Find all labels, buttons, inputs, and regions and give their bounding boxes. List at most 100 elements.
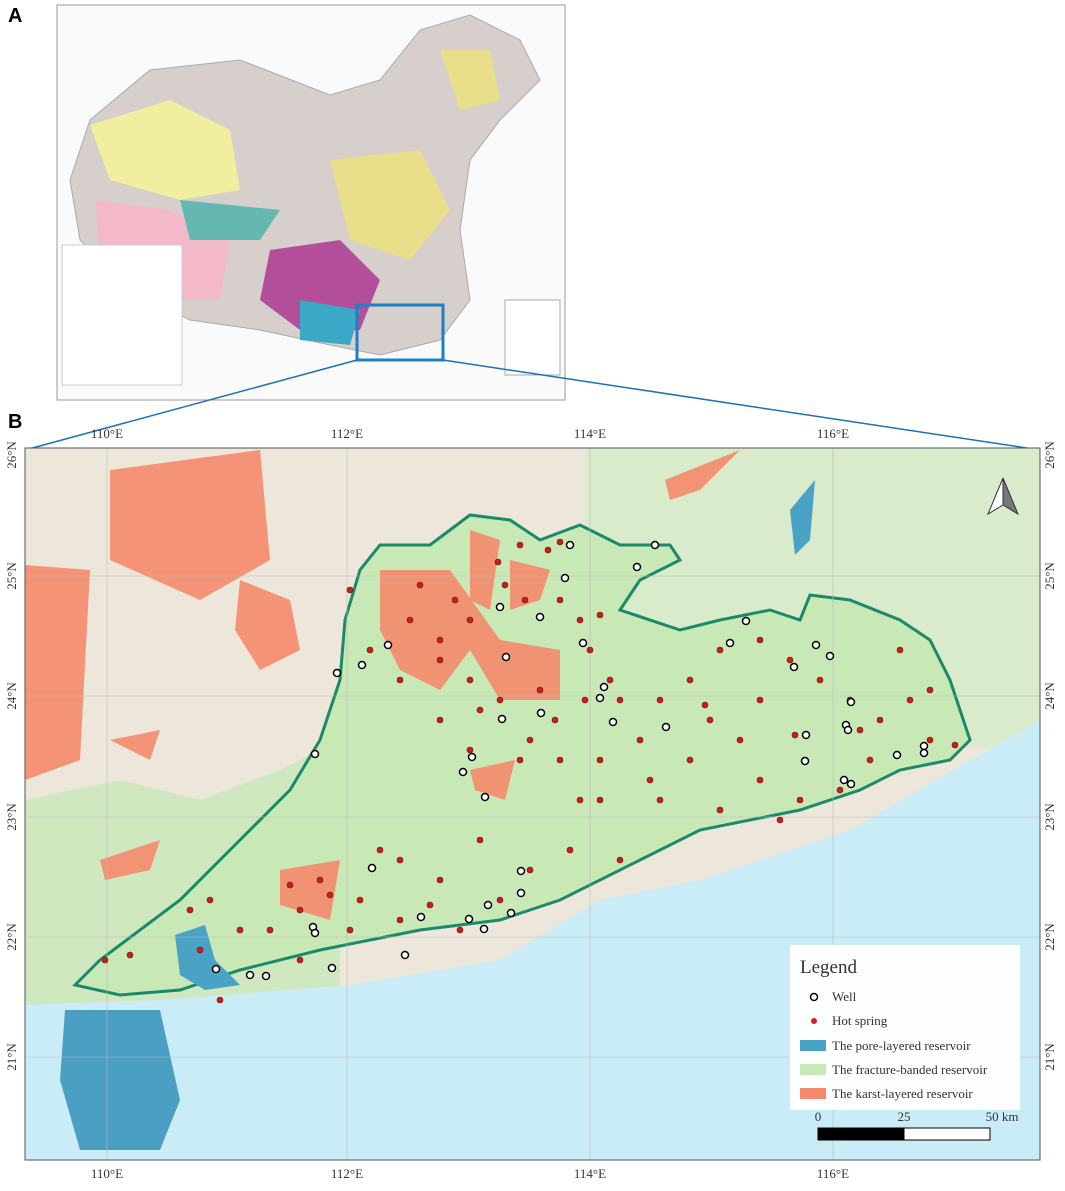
north-arrow	[986, 477, 1020, 516]
well	[846, 779, 856, 789]
hot-spring	[216, 996, 224, 1004]
hot-spring	[266, 926, 274, 934]
longitude-label: 112°E	[331, 426, 363, 441]
well	[501, 652, 511, 662]
hot-spring	[596, 796, 604, 804]
hot-spring	[501, 581, 509, 589]
well	[741, 616, 751, 626]
hot-spring	[646, 776, 654, 784]
hot-spring	[516, 541, 524, 549]
well	[578, 638, 588, 648]
hot-spring	[396, 916, 404, 924]
well	[506, 908, 516, 918]
hot-spring	[466, 746, 474, 754]
hot-spring	[776, 816, 784, 824]
well	[599, 682, 609, 692]
latitude-label: 26°N	[1042, 441, 1057, 469]
longitude-label: 114°E	[574, 426, 606, 441]
well	[383, 640, 393, 650]
latitude-label: 24°N	[4, 682, 19, 710]
well	[245, 970, 255, 980]
well	[483, 900, 493, 910]
longitude-label: 112°E	[331, 1166, 363, 1181]
hot-spring	[716, 646, 724, 654]
hot-spring	[396, 856, 404, 864]
hot-spring	[494, 558, 502, 566]
well	[565, 540, 575, 550]
hot-spring	[586, 646, 594, 654]
hot-spring	[636, 736, 644, 744]
well	[516, 888, 526, 898]
hot-spring	[396, 676, 404, 684]
hot-spring	[326, 891, 334, 899]
hot-spring	[186, 906, 194, 914]
well	[367, 863, 377, 873]
well	[327, 963, 337, 973]
hot-spring	[456, 926, 464, 934]
longitude-label: 116°E	[817, 1166, 849, 1181]
zoom-line	[442, 359, 1041, 451]
hot-spring	[476, 836, 484, 844]
hot-spring	[566, 846, 574, 854]
hot-spring	[606, 676, 614, 684]
well	[357, 660, 367, 670]
hot-spring	[896, 646, 904, 654]
hot-spring	[416, 581, 424, 589]
hot-spring	[756, 636, 764, 644]
zoom-line	[24, 359, 358, 451]
hot-spring	[686, 676, 694, 684]
hot-spring	[436, 876, 444, 884]
well	[650, 540, 660, 550]
well	[595, 693, 605, 703]
well	[310, 749, 320, 759]
hot-spring	[791, 731, 799, 739]
hot-spring	[556, 538, 564, 546]
well	[261, 971, 271, 981]
hot-spring	[196, 946, 204, 954]
hot-spring	[536, 686, 544, 694]
hot-spring	[856, 726, 864, 734]
hot-spring	[716, 806, 724, 814]
latitude-label: 23°N	[1042, 803, 1057, 831]
latitude-label: 21°N	[4, 1043, 19, 1071]
hot-spring	[426, 901, 434, 909]
legend-title: Legend	[800, 957, 857, 978]
detail-map	[25, 448, 1040, 1160]
hot-spring	[706, 716, 714, 724]
scale-bar: 0 25 50 km	[815, 1109, 1018, 1141]
well	[467, 752, 477, 762]
hot-spring	[551, 716, 559, 724]
well	[892, 750, 902, 760]
hot-spring	[596, 611, 604, 619]
hot-spring	[496, 696, 504, 704]
well	[846, 697, 856, 707]
hot-spring	[616, 696, 624, 704]
hot-spring	[346, 926, 354, 934]
legend-item: The pore-layered reservoir	[832, 1038, 971, 1053]
longitude-label: 110°E	[91, 1166, 123, 1181]
hot-spring	[816, 676, 824, 684]
hot-spring	[206, 896, 214, 904]
latitude-label: 23°N	[4, 803, 19, 831]
latitude-label: 24°N	[1042, 682, 1057, 710]
latitude-label: 26°N	[4, 441, 19, 469]
hot-spring	[526, 866, 534, 874]
hot-spring	[796, 796, 804, 804]
hot-spring	[581, 696, 589, 704]
hot-spring	[466, 616, 474, 624]
hot-spring	[466, 676, 474, 684]
hot-spring	[926, 686, 934, 694]
well	[608, 717, 618, 727]
hot-spring	[836, 786, 844, 794]
hot-spring	[951, 741, 959, 749]
hot-spring	[786, 656, 794, 664]
hot-spring	[356, 896, 364, 904]
hot-spring	[756, 696, 764, 704]
hot-spring	[236, 926, 244, 934]
latitude-label: 22°N	[1042, 923, 1057, 951]
hot-spring	[346, 586, 354, 594]
legend: Legend Well Hot spring The pore-layered …	[790, 945, 1020, 1110]
well	[843, 725, 853, 735]
